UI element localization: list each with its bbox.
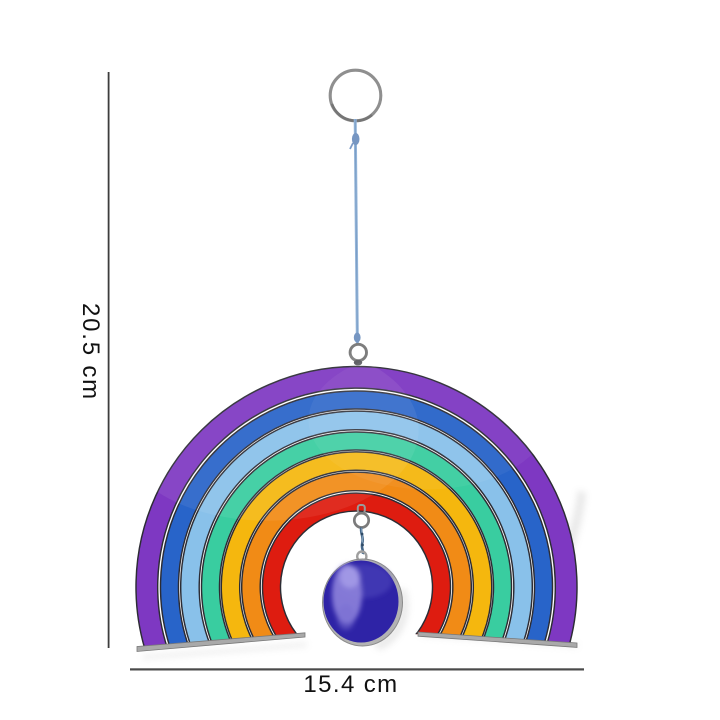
svg-text:15.4 cm: 15.4 cm xyxy=(303,671,398,698)
svg-text:20.5 cm: 20.5 cm xyxy=(77,303,104,401)
